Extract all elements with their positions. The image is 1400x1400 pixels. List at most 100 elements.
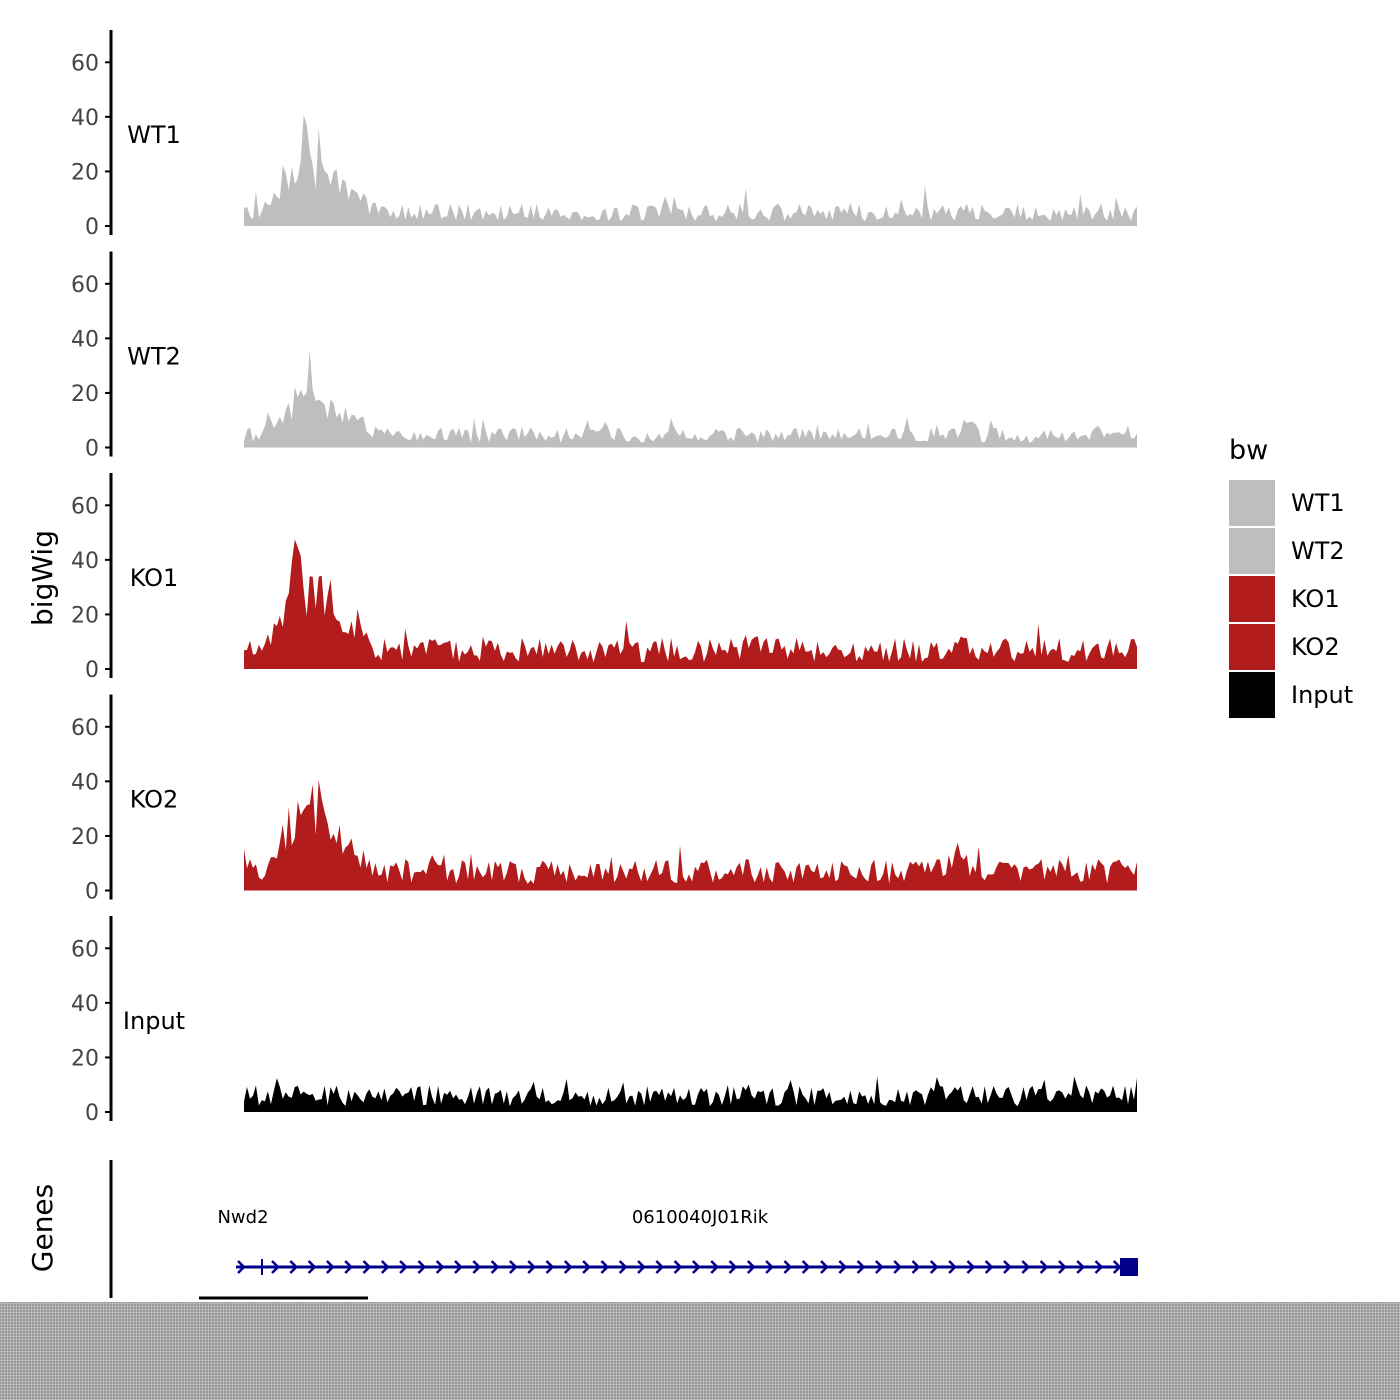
y-tick-label-wt2-60: 60 [71, 273, 99, 298]
strand-arrow-10 [454, 1260, 463, 1274]
legend-label-input: Input [1291, 681, 1353, 709]
strand-arrow-19 [618, 1260, 628, 1274]
track-wt1: 0 20 40 60 WT1 [71, 30, 1137, 240]
y-tick-label-wt1-20: 20 [71, 160, 99, 185]
y-tick-label-wt2-40: 40 [71, 327, 99, 352]
strand-arrow-26 [746, 1260, 756, 1274]
gene-end-marker [1120, 1258, 1138, 1276]
strand-arrow-3 [326, 1260, 335, 1274]
genes-track-label: Genes [26, 1184, 59, 1272]
strand-arrow-40 [1003, 1260, 1012, 1274]
strand-arrow-38 [966, 1260, 976, 1274]
strand-arrow-17 [582, 1260, 591, 1274]
strand-arrow-39 [984, 1260, 994, 1274]
strand-arrow-12 [490, 1260, 500, 1274]
legend-swatch-wt1 [1229, 480, 1275, 526]
track-label-wt2: WT2 [127, 343, 181, 371]
strand-arrow-41 [1021, 1260, 1031, 1274]
strand-arrow-0 [271, 1260, 280, 1274]
track-ko1: 0 20 40 60 KO1 [71, 473, 1137, 683]
y-tick-label-ko2-60: 60 [71, 716, 99, 741]
y-tick-label-ko1-40: 40 [71, 549, 99, 574]
coverage-area-wt1 [244, 115, 1137, 226]
strand-arrow-13 [509, 1260, 518, 1274]
strand-arrow-22 [673, 1260, 683, 1274]
track-ko2: 0 20 40 60 KO2 [71, 694, 1137, 905]
legend-swatch-wt2 [1229, 528, 1275, 574]
strand-arrow-46 [1112, 1260, 1122, 1274]
y-tick-label-input-20: 20 [71, 1046, 99, 1071]
strand-arrow-28 [783, 1260, 793, 1274]
strand-arrow-34 [893, 1260, 902, 1274]
y-tick-label-input-40: 40 [71, 992, 99, 1017]
track-label-ko2: KO2 [130, 786, 179, 814]
strand-arrow-20 [637, 1260, 646, 1274]
gene-strand-arrows [237, 1259, 1122, 1275]
strand-arrow-45 [1094, 1260, 1104, 1274]
strand-arrow-32 [856, 1260, 866, 1274]
y-tick-label-ko2-20: 20 [71, 825, 99, 850]
strand-arrow-27 [765, 1260, 774, 1274]
track-label-wt1: WT1 [127, 121, 181, 149]
strand-arrow-5 [362, 1260, 372, 1274]
legend: bw WT1 WT2 KO1 KO2 Input [1229, 435, 1353, 718]
y-tick-label-ko2-0: 0 [85, 880, 99, 905]
strand-arrow-42 [1039, 1260, 1049, 1274]
strand-arrow-35 [911, 1260, 921, 1274]
y-tick-label-ko2-40: 40 [71, 770, 99, 795]
gene-label-0610040J01Rik: 0610040J01Rik [632, 1207, 769, 1228]
bottom-dither-strip [0, 1302, 1400, 1400]
coverage-area-wt2 [244, 351, 1137, 448]
track-wt2: 0 20 40 60 WT2 [71, 251, 1137, 462]
coverage-area-input [244, 1076, 1137, 1112]
strand-arrow-44 [1076, 1260, 1085, 1274]
genes-track: Genes Nwd2 0610040J01Rik [26, 1160, 1138, 1300]
strand-arrow-4 [344, 1260, 353, 1274]
strand-arrow-24 [710, 1260, 719, 1274]
strand-arrow-15 [545, 1260, 555, 1274]
strand-arrow-23 [692, 1260, 701, 1274]
track-label-input: Input [123, 1007, 185, 1035]
strand-arrow-21 [655, 1260, 665, 1274]
strand-arrow-2 [307, 1260, 317, 1274]
strand-arrow-18 [600, 1260, 610, 1274]
track-label-ko1: KO1 [130, 564, 179, 592]
legend-swatch-ko2 [1229, 624, 1275, 670]
y-tick-label-wt2-20: 20 [71, 382, 99, 407]
strand-arrow-14 [527, 1260, 536, 1274]
y-axis-label: bigWig [26, 530, 59, 626]
legend-label-ko2: KO2 [1291, 633, 1340, 661]
legend-title: bw [1229, 435, 1268, 466]
strand-arrow-7 [399, 1260, 408, 1274]
strand-arrow-8 [417, 1260, 427, 1274]
legend-label-wt2: WT2 [1291, 537, 1345, 565]
coverage-area-ko2 [244, 779, 1137, 891]
strand-arrow-9 [435, 1260, 445, 1274]
strand-arrow-6 [380, 1260, 390, 1274]
y-tick-label-ko1-60: 60 [71, 494, 99, 519]
y-tick-label-input-60: 60 [71, 937, 99, 962]
legend-swatch-input [1229, 672, 1275, 718]
y-tick-label-ko1-0: 0 [85, 658, 99, 683]
strand-arrow-43 [1058, 1260, 1067, 1274]
y-tick-label-wt1-60: 60 [71, 51, 99, 76]
gene-label-nwd2: Nwd2 [217, 1207, 268, 1228]
strand-arrow-36 [929, 1260, 939, 1274]
strand-arrow-nwd2 [237, 1260, 246, 1274]
y-tick-label-wt2-0: 0 [85, 437, 99, 462]
coverage-area-ko1 [244, 539, 1137, 669]
legend-label-ko1: KO1 [1291, 585, 1340, 613]
strand-arrow-37 [948, 1260, 957, 1274]
strand-arrow-11 [472, 1260, 482, 1274]
strand-arrow-25 [728, 1260, 738, 1274]
track-input: 0 20 40 60 Input [71, 916, 1137, 1126]
y-tick-label-input-0: 0 [85, 1101, 99, 1126]
y-tick-label-wt1-40: 40 [71, 106, 99, 131]
y-tick-label-wt1-0: 0 [85, 215, 99, 240]
strand-arrow-1 [289, 1260, 299, 1274]
strand-arrow-30 [820, 1260, 829, 1274]
strand-arrow-33 [875, 1260, 884, 1274]
y-tick-label-ko1-20: 20 [71, 603, 99, 628]
strand-arrow-16 [563, 1260, 573, 1274]
